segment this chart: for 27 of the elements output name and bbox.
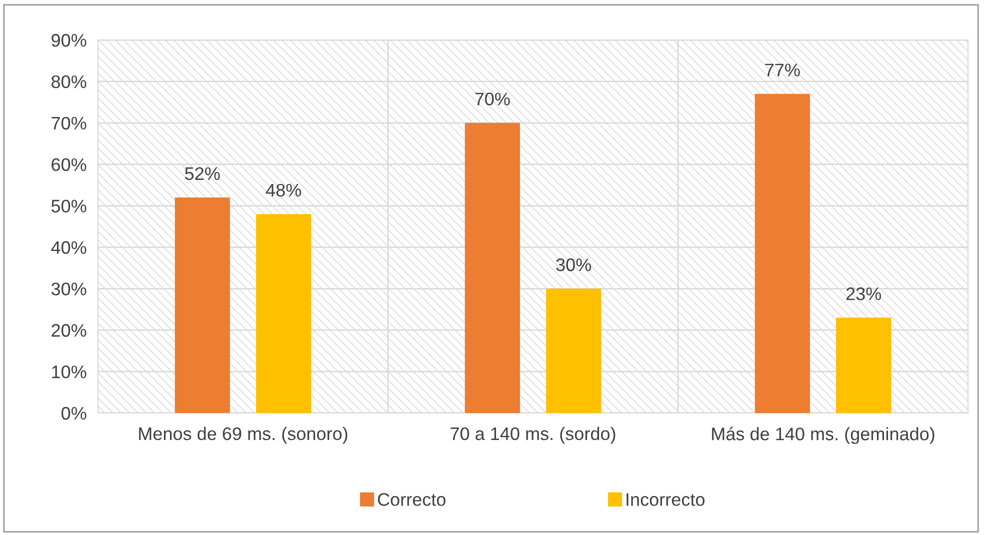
y-tick-label: 70% (52, 116, 86, 130)
data-label: 52% (185, 167, 220, 180)
data-label: 70% (475, 92, 510, 106)
y-tick-label: 10% (52, 365, 86, 378)
bar (464, 122, 520, 413)
y-tick-label: 40% (51, 241, 86, 254)
y-tick-label: 50% (51, 200, 86, 212)
y-tick-label: 60% (52, 158, 86, 172)
y-tick-label: 30% (51, 282, 86, 296)
bar (546, 288, 602, 413)
y-tick-label: 80% (52, 75, 86, 88)
y-tick-label: 0% (62, 406, 86, 420)
y-tick-label: 90% (52, 34, 86, 47)
legend-label: Correcto (378, 493, 446, 506)
bar (754, 94, 810, 413)
x-tick-label: Más de 140 ms. (geminado) (712, 426, 934, 444)
data-label: 48% (266, 184, 302, 197)
x-tick-label: 70 a 140 ms. (sordo) (450, 426, 616, 444)
data-label: 23% (846, 287, 882, 300)
bar (174, 197, 230, 413)
legend-label: Incorrecto (626, 493, 704, 506)
data-label: 77% (765, 64, 800, 76)
bar (256, 214, 312, 413)
y-tick-label: 20% (52, 324, 86, 337)
bar (836, 318, 892, 413)
data-label: 30% (556, 258, 592, 272)
x-tick-label: Menos de 69 ms. (sonoro) (139, 426, 348, 444)
